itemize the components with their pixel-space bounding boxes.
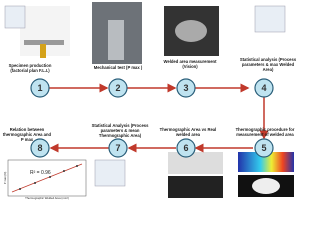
- step-label: Statistical analysis (Process parameters…: [239, 57, 297, 72]
- step-number: 7: [115, 143, 120, 153]
- thermal-image: [238, 152, 294, 172]
- step-circle: [254, 138, 274, 158]
- thermal-image: [252, 178, 280, 194]
- step-number: 1: [37, 83, 42, 93]
- step-number: 8: [37, 143, 42, 153]
- scatter-plot: [7, 159, 87, 197]
- weld-image: [175, 20, 207, 42]
- plot-annotation: R² = 0.96: [30, 170, 51, 176]
- step-number: 3: [183, 83, 188, 93]
- step-circle: [254, 78, 274, 98]
- test-machine-image: [108, 20, 124, 60]
- step-label: Welded area measurement (Vision): [163, 59, 217, 69]
- step-label: Thermographic Area vs Real welded area: [159, 127, 217, 137]
- step-label: Mechanical test (P max ): [93, 65, 143, 70]
- step-label: Thermographic procedure for measurement …: [235, 127, 295, 137]
- step-label: Specimen production (factorial plan F.L.…: [8, 63, 52, 73]
- step-label: Statistical Analysis (Process parameters…: [91, 123, 149, 138]
- plot-y-label: P max (N): [3, 172, 7, 185]
- step-circle: [30, 78, 50, 98]
- cube-image: [254, 5, 286, 33]
- step-number: 5: [261, 143, 266, 153]
- diagram: R² = 0.96 Thermographic Welded Area (mm²…: [3, 2, 294, 200]
- compare-image: [168, 152, 223, 174]
- step-circle: [176, 78, 196, 98]
- arrows: [49, 83, 269, 153]
- specimen-image: [4, 5, 70, 58]
- step-circle: [108, 138, 128, 158]
- compare-image: [168, 176, 223, 198]
- step-number: 2: [115, 83, 120, 93]
- step-number: 4: [261, 83, 266, 93]
- page: {"steps": [ {"number": "1", "label": "Sp…: [2, 2, 297, 200]
- cube-image: [94, 159, 126, 187]
- step-number: 6: [183, 143, 188, 153]
- step-circle: [30, 138, 50, 158]
- step-circle: [176, 138, 196, 158]
- step-circle: [108, 78, 128, 98]
- plot-x-label: Thermographic Welded Area (mm²): [25, 196, 69, 200]
- step-label: Relation between thermographic Area and …: [2, 127, 52, 142]
